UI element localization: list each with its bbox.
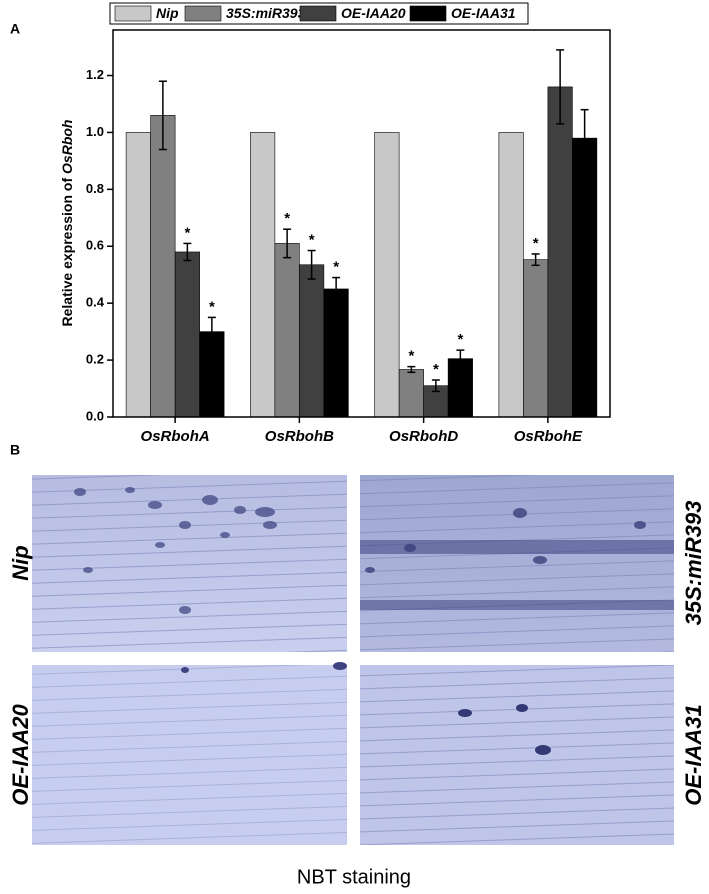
y-tick-label: 0.8	[86, 181, 104, 196]
significance: *	[184, 224, 190, 241]
bar	[398, 369, 424, 418]
panel-label: A	[10, 21, 20, 37]
y-tick-label: 0.6	[86, 238, 104, 253]
bar	[323, 288, 349, 418]
bar	[523, 259, 549, 418]
significance: *	[209, 298, 215, 315]
bar	[299, 264, 325, 418]
x-tick-label: OsRbohD	[389, 428, 458, 445]
legend-swatch	[299, 5, 337, 22]
legend-swatch	[184, 5, 222, 22]
significance: *	[433, 361, 439, 378]
x-tick-label: OsRbohE	[514, 428, 583, 445]
bar	[374, 132, 400, 418]
micrograph	[360, 475, 674, 652]
x-tick-label: OsRbohA	[141, 428, 210, 445]
image-label: OE-IAA20	[8, 704, 33, 806]
caption: NBT staining	[297, 866, 411, 888]
significance: *	[457, 331, 463, 348]
bar	[572, 137, 598, 418]
y-tick-label: 0.0	[86, 408, 104, 423]
legend-label: Nip	[156, 5, 179, 21]
y-tick-label: 0.4	[86, 295, 105, 310]
legend-swatch	[409, 5, 447, 22]
significance: *	[284, 210, 290, 227]
significance: *	[408, 348, 414, 365]
bar	[250, 132, 276, 418]
significance: *	[309, 232, 315, 249]
micrograph	[32, 662, 347, 845]
bar	[498, 132, 524, 418]
image-label: 35S:miR393	[681, 501, 706, 626]
y-axis-label-italic: OsRboh	[59, 120, 75, 174]
bar	[547, 86, 573, 418]
bar	[274, 243, 300, 418]
bar	[174, 251, 200, 418]
legend-label: OE-IAA20	[341, 5, 406, 21]
y-axis-label: Relative expression of OsRboh	[59, 120, 75, 327]
plot-frame	[112, 29, 611, 418]
y-tick-label: 0.2	[86, 352, 104, 367]
image-label: Nip	[8, 545, 33, 580]
y-tick-label: 1.0	[86, 124, 104, 139]
x-tick-label: OsRbohB	[265, 428, 334, 445]
significance: *	[533, 235, 539, 252]
image-label: OE-IAA31	[681, 704, 706, 805]
bar	[150, 115, 176, 418]
y-axis-label-text: Relative expression of	[59, 178, 75, 327]
significance: *	[333, 259, 339, 276]
legend-swatch	[114, 5, 152, 22]
bar	[125, 132, 151, 418]
micrograph	[360, 665, 674, 845]
legend-label: OE-IAA31	[451, 5, 516, 21]
y-tick-label: 1.2	[86, 67, 104, 82]
panel-label: B	[10, 442, 20, 458]
bar	[423, 385, 449, 418]
legend-label: 35S:miR393	[226, 5, 306, 21]
micrograph	[32, 475, 347, 652]
